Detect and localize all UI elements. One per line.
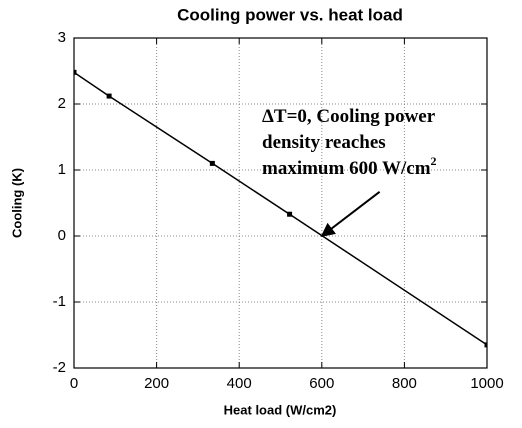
x-tick-label: 600 (309, 375, 334, 392)
annotation-text: density reaches (262, 132, 386, 153)
annotation-arrow (320, 190, 381, 237)
y-tick-label: 0 (58, 227, 66, 244)
x-tick-label: 400 (227, 375, 252, 392)
chart-title: Cooling power vs. heat load (177, 5, 403, 24)
point-marker (209, 160, 215, 166)
x-tick-label: 800 (392, 375, 417, 392)
annotation-sup: 2 (431, 154, 437, 168)
annotation-line: ΔT=0, Cooling power (262, 106, 436, 127)
x-tick-label: 1000 (470, 375, 503, 392)
annotation-line: maximum 600 W/cm (262, 158, 431, 179)
x-axis-label: Heat load (W/cm2) (224, 402, 337, 417)
annotation-line: density reaches (262, 132, 386, 153)
point-marker (287, 211, 293, 217)
annotation-text: ΔT=0, Cooling power (262, 106, 436, 127)
point-marker (484, 342, 487, 348)
x-tick-label: 200 (144, 375, 169, 392)
y-tick-label: 1 (58, 161, 66, 178)
plot-frame (73, 37, 488, 369)
y-tick-label: -1 (53, 293, 66, 310)
point-marker (106, 93, 112, 99)
x-tick-label: 0 (70, 375, 78, 392)
y-tick-label: 3 (58, 29, 66, 46)
y-tick-label: -2 (53, 359, 66, 376)
annotation-text: maximum 600 W/cm2 (262, 154, 437, 180)
y-axis-label: Cooling (K) (9, 168, 24, 238)
y-tick-label: 2 (58, 95, 66, 112)
point-marker (74, 69, 77, 75)
